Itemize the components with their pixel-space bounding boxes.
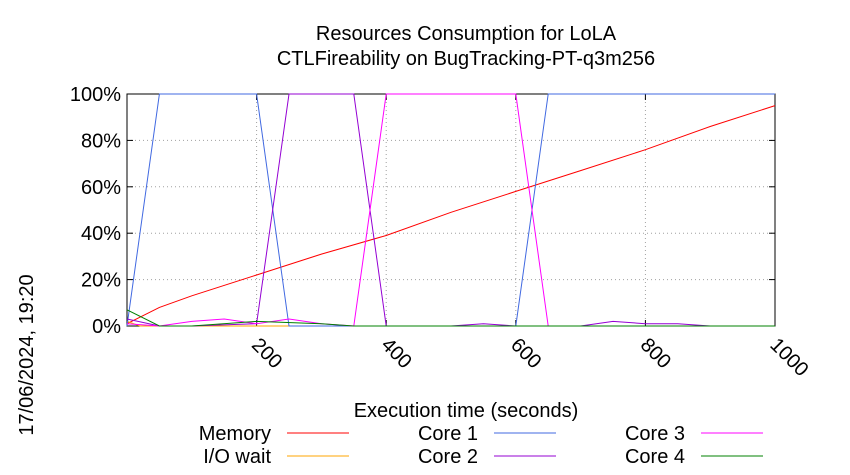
y-tick-label: 20% (81, 270, 121, 292)
timestamp-label: 17/06/2024, 19:20 (16, 274, 38, 435)
x-tick-label: 200 (247, 334, 286, 373)
x-tick-label: 400 (377, 334, 416, 373)
x-tick-label: 600 (506, 334, 545, 373)
y-tick-label: 40% (81, 223, 121, 245)
legend-label-i-o-wait: I/O wait (203, 446, 271, 468)
x-tick-label: 1000 (765, 334, 812, 381)
axis-ticks: 0% 20% 40% 60% 80% 100% 200 400 600 800 1000 (70, 84, 813, 381)
x-axis-label: Execution time (seconds) (354, 400, 579, 422)
legend-label-core-1: Core 1 (418, 423, 478, 445)
legend-label-core-2: Core 2 (418, 446, 478, 468)
series-line-core-4 (126, 309, 775, 327)
legend-label-memory: Memory (199, 423, 271, 445)
chart-title: Resources Consumption for LoLA (316, 23, 617, 45)
series-line-core-1 (126, 93, 775, 327)
plot-frame (126, 93, 776, 327)
y-tick-label: 100% (70, 84, 121, 106)
y-tick-label: 60% (81, 177, 121, 199)
x-tick-label: 800 (636, 334, 675, 373)
legend-label-core-4: Core 4 (625, 446, 685, 468)
series-line-core-2 (126, 93, 775, 327)
series-layer (126, 93, 776, 327)
series-line-core-3 (126, 93, 775, 327)
y-tick-label: 80% (81, 130, 121, 152)
y-tick-label: 0% (92, 316, 121, 338)
grid-lines (127, 93, 776, 327)
chart-subtitle: CTLFireability on BugTracking-PT-q3m256 (277, 48, 655, 70)
series-line-memory (126, 105, 776, 325)
legend-label-core-3: Core 3 (625, 423, 685, 445)
